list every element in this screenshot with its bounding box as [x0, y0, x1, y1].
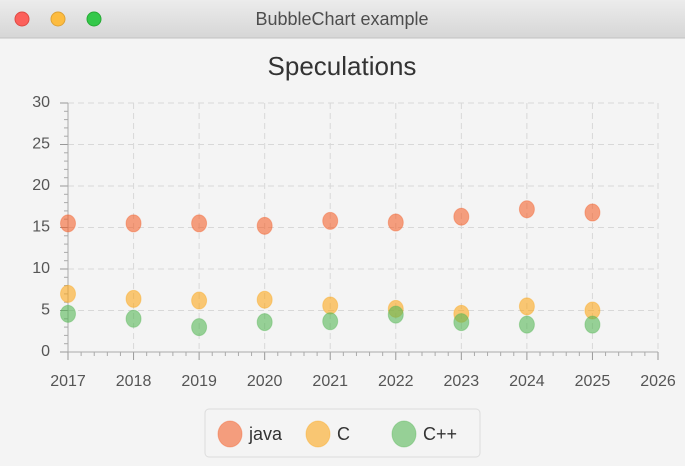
x-tick-label: 2022: [378, 373, 414, 390]
legend-label: C++: [423, 424, 457, 444]
title-bar: [0, 0, 685, 38]
legend: [204, 408, 481, 458]
bubble: [60, 284, 76, 303]
bubble: [518, 297, 535, 316]
legend-swatch: [305, 420, 331, 448]
bubble: [518, 200, 535, 219]
bubble: [322, 296, 339, 315]
bubble: [256, 313, 273, 332]
minimize-button[interactable]: [50, 11, 66, 27]
bubble: [191, 214, 208, 233]
y-tick-label: 5: [41, 302, 50, 319]
x-tick-label: 2021: [312, 373, 348, 390]
bubble: [322, 211, 339, 230]
y-tick-label: 15: [32, 219, 50, 236]
bubble: [256, 216, 273, 235]
bubble: [453, 207, 470, 226]
y-tick-label: 10: [32, 260, 50, 277]
x-tick-label: 2024: [509, 373, 545, 390]
legend-swatch: [391, 420, 417, 448]
x-tick-label: 2025: [575, 373, 611, 390]
x-tick-label: 2026: [640, 373, 676, 390]
legend-swatch: [217, 420, 243, 448]
bubble: [584, 315, 601, 334]
bubble: [256, 290, 273, 309]
x-tick-label: 2023: [444, 373, 480, 390]
bubble: [387, 213, 404, 232]
y-tick-label: 30: [32, 94, 50, 111]
x-tick-label: 2018: [116, 373, 152, 390]
bubble: [191, 318, 208, 337]
close-button[interactable]: [14, 11, 30, 27]
bubble: [125, 214, 142, 233]
legend-label: C: [337, 424, 350, 444]
window-title: BubbleChart example: [255, 9, 428, 29]
bubble: [453, 313, 470, 332]
x-tick-label: 2017: [50, 373, 86, 390]
legend-label: java: [248, 424, 283, 444]
y-tick-label: 25: [32, 136, 50, 153]
y-tick-label: 0: [41, 343, 50, 360]
bubble: [322, 312, 339, 331]
x-tick-label: 2019: [181, 373, 217, 390]
bubble: [60, 304, 76, 323]
bubble: [125, 309, 142, 328]
zoom-button[interactable]: [86, 11, 102, 27]
bubble: [60, 214, 76, 233]
bubble: [387, 305, 404, 324]
bubble: [191, 291, 208, 310]
x-tick-label: 2020: [247, 373, 283, 390]
chart-title: Speculations: [268, 51, 417, 81]
bubble: [518, 315, 535, 334]
bubble: [125, 289, 142, 308]
y-tick-label: 20: [32, 177, 50, 194]
bubble: [584, 203, 601, 222]
